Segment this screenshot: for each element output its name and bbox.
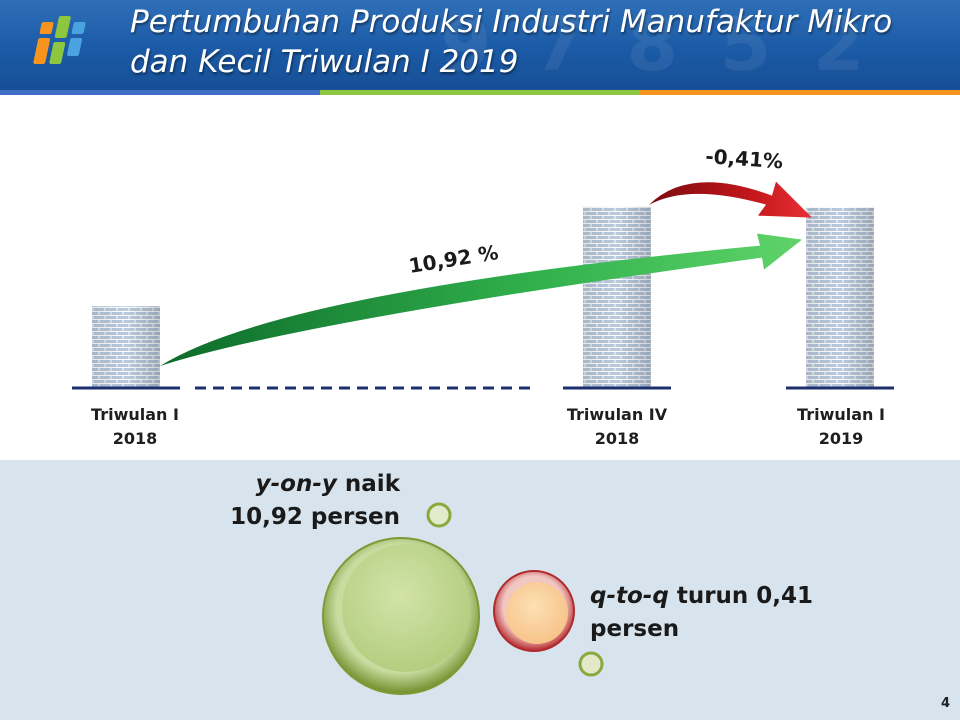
qtq-arrow	[649, 181, 812, 218]
header-stripe-green	[320, 90, 640, 95]
qtq-value: persen	[590, 616, 680, 642]
yoy-value: 10,92 persen	[230, 504, 400, 530]
slide-title: Pertumbuhan Produksi Industri Manufaktur…	[130, 2, 950, 82]
qtq-bubble-inner	[506, 582, 568, 644]
slide-header: 9 7 8 5 2 0 Pertumbuhan Produksi Industr…	[0, 0, 960, 90]
qtq-arrow-label: -0,41%	[705, 144, 784, 173]
qtq-term: q-to-q	[590, 583, 669, 609]
yoy-arrow	[160, 233, 802, 366]
title-line-2: dan Kecil Triwulan I 2019	[130, 44, 519, 80]
yoy-summary: y-on-y naik 10,92 persen	[180, 468, 400, 534]
summary-panel	[0, 460, 960, 720]
small-ring-icon	[426, 502, 452, 528]
small-ring-icon	[578, 651, 604, 677]
yoy-bubble-inner	[342, 544, 470, 672]
qtq-summary: q-to-q turun 0,41 persen	[590, 580, 830, 646]
x-tick-label: Triwulan I 2018	[91, 405, 179, 448]
bar-shade	[583, 206, 651, 388]
bps-logo-icon	[33, 16, 86, 64]
yoy-term: y-on-y	[255, 471, 337, 497]
title-line-1: Pertumbuhan Produksi Industri Manufaktur…	[130, 4, 893, 40]
yoy-arrow-label: 10,92 %	[407, 240, 500, 278]
header-decoration: 9 7 8 5 2 0	[440, 2, 873, 90]
x-tick-label: Triwulan IV 2018	[566, 405, 668, 448]
header-stripe-blue	[0, 90, 320, 95]
yoy-direction: naik	[336, 471, 400, 497]
bar-shade	[92, 306, 160, 388]
x-tick-label: Triwulan I 2019	[797, 405, 885, 448]
bar-shade	[806, 207, 874, 388]
summary-bubbles	[322, 502, 604, 695]
qtq-direction: turun 0,41	[668, 583, 814, 609]
header-stripe-orange	[640, 90, 960, 95]
production-growth-chart: 10,92 % -0,41%	[72, 144, 894, 390]
page-number: 4	[940, 696, 950, 711]
